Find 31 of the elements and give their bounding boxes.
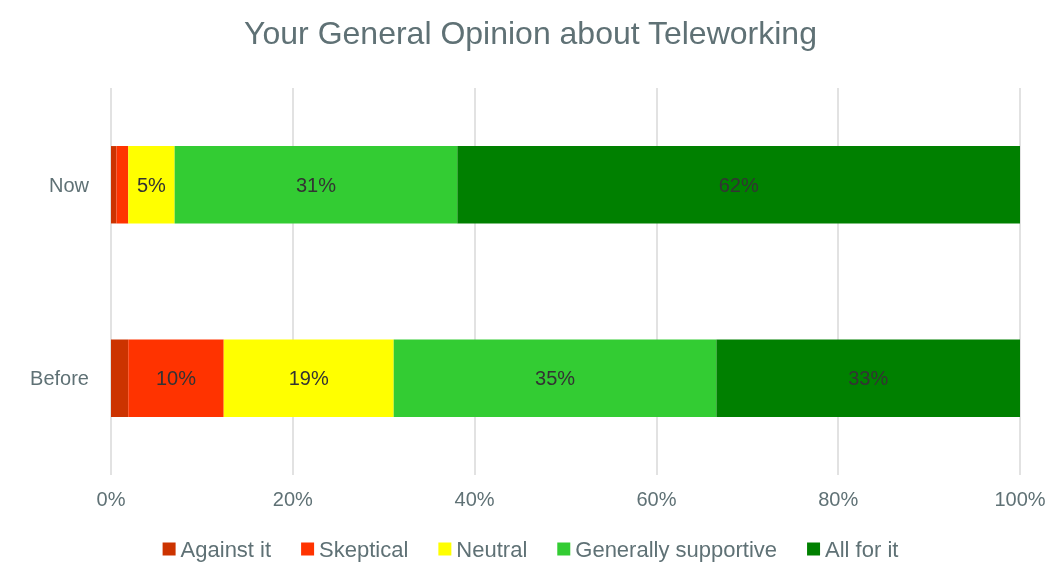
bar	[128, 146, 175, 224]
data-label: 35%	[535, 367, 576, 390]
legend-label: All for it	[825, 536, 899, 562]
y-tick-label: Before	[30, 367, 89, 390]
legend-label: Skeptical	[319, 536, 409, 562]
x-tick-label: 20%	[272, 488, 314, 510]
data-label: 31%	[295, 173, 337, 196]
bar	[393, 339, 717, 417]
data-label: 19%	[288, 367, 329, 390]
x-tick-label: 100%	[994, 488, 1046, 510]
data-label: 62%	[718, 173, 759, 196]
legend-label: Generally supportive	[575, 536, 778, 562]
x-tick-label: 60%	[636, 488, 677, 510]
data-label: 33%	[848, 367, 889, 390]
bar	[174, 146, 458, 224]
x-tick-label: 80%	[818, 488, 859, 510]
legend-label: Neutral	[456, 536, 528, 562]
chart-title: Your General Opinion about Teleworking	[244, 15, 817, 51]
bar	[223, 339, 394, 417]
bar	[457, 146, 1020, 224]
bar	[128, 339, 224, 417]
data-label: 5%	[137, 173, 167, 196]
x-tick-label: 0%	[96, 488, 126, 510]
bar	[116, 146, 129, 224]
data-label: 10%	[155, 367, 197, 390]
legend-label: Against it	[180, 536, 272, 562]
bar	[111, 339, 129, 417]
bar	[716, 339, 1020, 417]
bar	[111, 146, 117, 224]
y-tick-label: Now	[48, 173, 90, 196]
x-tick-label: 40%	[454, 488, 495, 510]
